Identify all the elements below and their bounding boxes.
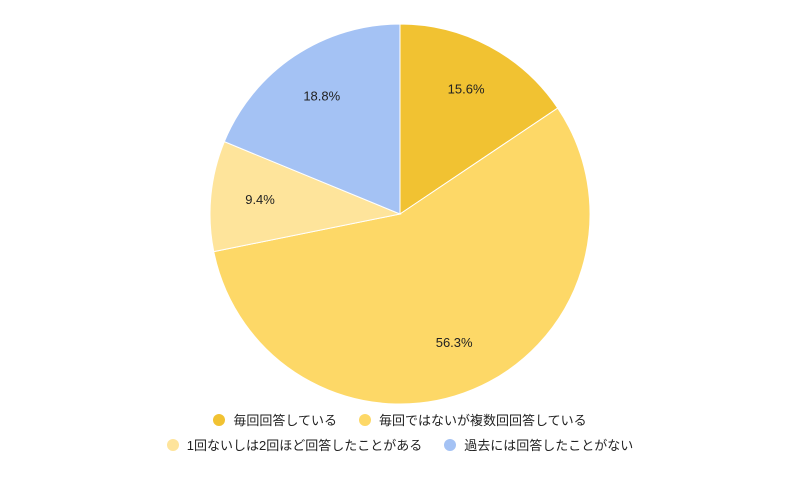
slice-label: 15.6% bbox=[448, 81, 485, 96]
legend-label: 過去には回答したことがない bbox=[464, 438, 634, 453]
legend-label: 毎回回答している bbox=[233, 413, 337, 428]
slice-label: 56.3% bbox=[436, 335, 473, 350]
pie-slice bbox=[223, 23, 401, 215]
legend-marker bbox=[444, 438, 457, 451]
legend-label: 毎回ではないが複数回回答している bbox=[379, 413, 587, 428]
legend-item: 過去には回答したことがない bbox=[444, 435, 633, 454]
slice-label: 9.4% bbox=[245, 192, 275, 207]
legend-item: 毎回ではないが複数回回答している bbox=[359, 410, 587, 429]
legend-item: 毎回回答している bbox=[213, 410, 337, 429]
pie-slice bbox=[399, 23, 559, 215]
legend-marker bbox=[166, 438, 179, 451]
legend: 毎回回答している 毎回ではないが複数回回答している 1回ないしは2回ほど回答したこと… bbox=[100, 410, 700, 454]
pie-slice bbox=[209, 140, 402, 253]
pie-slice bbox=[213, 107, 591, 405]
legend-item: 1回ないしは2回ほど回答したことがある bbox=[166, 435, 423, 454]
legend-marker bbox=[359, 413, 371, 426]
legend-marker bbox=[213, 413, 226, 426]
legend-label: 1回ないしは2回ほど回答したことがある bbox=[186, 438, 423, 453]
slice-label: 18.8% bbox=[303, 89, 340, 104]
